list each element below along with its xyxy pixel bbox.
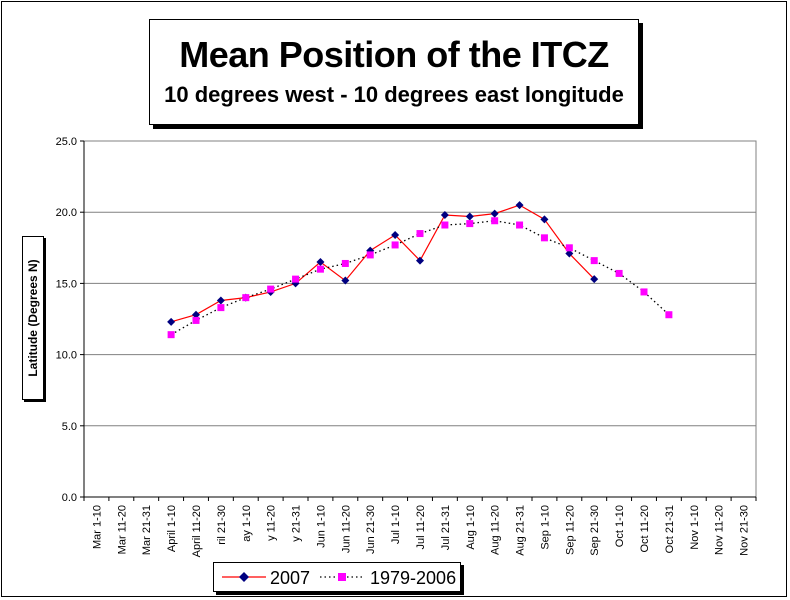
data-point-2007 [341,276,350,285]
data-point-1979-2006 [491,217,499,225]
x-tick-label: Oct 1-10 [614,505,626,547]
y-tick-label: 0.0 [62,492,77,504]
data-point-1979-2006 [217,304,225,312]
legend-item-2007: 2007 [220,566,320,588]
x-tick-label: Oct 11-20 [639,505,651,553]
data-point-1979-2006 [316,265,324,273]
legend-swatch-2007 [222,572,266,582]
data-point-1979-2006 [565,244,573,252]
legend-label-2007: 2007 [270,568,311,588]
x-tick-label: April 11-20 [191,505,203,557]
data-point-1979-2006 [466,220,474,228]
x-tick-label: Mar 1-10 [91,505,103,549]
y-tick-label: 15.0 [56,278,77,290]
chart-title-box: Mean Position of the ITCZ 10 degrees wes… [149,19,639,125]
data-point-1979-2006 [590,257,598,265]
data-point-1979-2006 [516,221,524,229]
x-tick-label: Oct 21-31 [664,505,676,553]
x-tick-label: Sep 1-10 [539,505,551,550]
x-tick-label: Jun 1-10 [315,505,327,548]
data-point-2007 [440,211,449,220]
data-point-2007 [316,258,325,267]
x-tick-label: y 21-31 [291,505,303,542]
data-point-1979-2006 [665,311,673,319]
data-point-2007 [540,215,549,224]
x-tick-label: Nov 11-20 [714,505,726,555]
legend: 2007 1979-2006 [213,562,461,592]
data-point-2007 [192,310,200,319]
x-tick-label: Aug 11-20 [490,505,502,555]
chart-subtitle: 10 degrees west - 10 degrees east longit… [164,82,624,107]
data-point-2007 [590,275,599,284]
data-point-2007 [216,296,225,305]
y-tick-label: 20.0 [56,207,77,219]
data-point-2007 [391,230,400,239]
x-tick-label: ril 21-30 [216,505,228,545]
data-point-2007 [515,201,524,210]
legend-label-1979-2006: 1979-2006 [370,568,457,588]
chart-title: Mean Position of the ITCZ [179,34,609,75]
y-tick-label: 5.0 [62,421,77,433]
data-point-2007 [490,209,499,218]
series-line-2007 [170,204,595,323]
data-point-1979-2006 [416,230,424,238]
x-tick-label: y 11-20 [266,505,278,541]
x-tick-label: Jul 21-31 [440,505,452,550]
plot-area [83,140,757,498]
data-point-1979-2006 [267,285,275,293]
x-tick-label: Jul 1-10 [390,505,402,544]
legend-item-1979-2006: 1979-2006 [318,566,458,588]
x-tick-label: April 1-10 [166,505,178,552]
data-point-1979-2006 [341,259,349,267]
data-point-1979-2006 [391,241,399,249]
x-tick-label: Sep 11-20 [564,505,576,555]
y-tick-label: 10.0 [56,350,77,362]
data-point-1979-2006 [192,316,200,324]
x-tick-label: Aug 1-10 [465,505,477,550]
data-point-1979-2006 [540,234,548,242]
data-point-1979-2006 [292,275,300,283]
x-tick-label: Nov 21-30 [739,505,751,556]
legend-swatch-1979-2006 [320,573,364,581]
data-point-2007 [167,317,176,326]
x-tick-label: Mar 11-20 [116,505,128,554]
data-point-2007 [465,212,474,221]
x-tick-label: Sep 21-30 [589,505,601,556]
x-tick-label: Aug 21-31 [515,505,527,556]
data-point-1979-2006 [640,288,648,296]
y-tick-label: 25.0 [56,136,77,148]
x-tick-label: ay 1-10 [241,505,253,542]
x-tick-label: Nov 1-10 [689,505,701,550]
x-tick-label: Jul 11-20 [415,505,427,549]
x-tick-label: Jun 21-30 [365,505,377,554]
data-point-1979-2006 [167,331,175,339]
data-point-1979-2006 [366,251,374,259]
y-axis-label-box: Latitude (Degrees N) [22,236,44,400]
data-point-1979-2006 [441,221,449,229]
data-point-1979-2006 [242,294,250,302]
x-tick-label: Jun 11-20 [340,505,352,553]
data-point-1979-2006 [615,269,623,277]
data-point-2007 [565,249,574,258]
data-point-2007 [416,256,424,265]
x-tick-label: Mar 21-31 [141,505,153,555]
